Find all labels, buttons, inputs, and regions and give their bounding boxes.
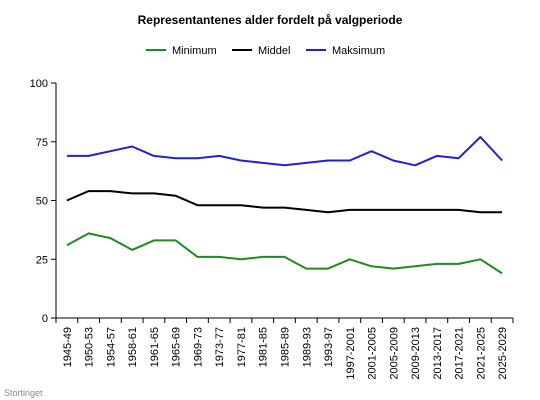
legend: Minimum Middel Maksimum: [146, 45, 385, 57]
x-tick-label: 1961-65: [149, 327, 161, 367]
x-tick-label: 1997-2001: [345, 327, 357, 380]
series-line-minimum: [66, 232, 503, 275]
series-line-middel: [66, 190, 503, 214]
series-line-maksimum: [66, 136, 503, 167]
legend-label: Maksimum: [332, 45, 385, 57]
x-tick-label: 1985-89: [280, 327, 292, 367]
source-label: Stortinget: [4, 388, 43, 398]
y-tick-label: 25: [36, 254, 48, 266]
x-tick-label: 1969-73: [192, 327, 204, 367]
x-tick-label: 2021-2025: [475, 327, 487, 380]
x-tick-label: 1950-53: [84, 327, 96, 367]
x-tick-label: 1977-81: [236, 327, 248, 367]
y-tick-label: 100: [30, 78, 48, 90]
x-tick-label: 1958-61: [127, 327, 139, 367]
axes: 0 25 50 75 100 1945-49 1950-53 1954-57 1958-61 19…: [30, 78, 514, 380]
series-layer: [66, 136, 503, 275]
x-tick-label: 1965-69: [171, 327, 183, 367]
y-tick-label: 0: [42, 313, 48, 325]
x-tick-label: 1973-77: [214, 327, 226, 367]
chart-title: Representantenes alder fordelt på valgpe…: [138, 13, 403, 27]
x-tick-label: 1993-97: [323, 327, 335, 367]
x-tick-label: 2001-2005: [367, 327, 379, 380]
x-tick-label: 1989-93: [301, 327, 313, 367]
x-tick-label: 2009-2013: [410, 327, 422, 380]
y-tick-label: 75: [36, 137, 48, 149]
x-tick-label: 1954-57: [105, 327, 117, 367]
x-tick-label: 2005-2009: [388, 327, 400, 380]
legend-label: Middel: [258, 45, 290, 57]
x-tick-label: 2025-2029: [497, 327, 509, 380]
x-tick-label: 1945-49: [62, 327, 74, 367]
y-tick-label: 50: [36, 196, 48, 208]
legend-label: Minimum: [172, 45, 217, 57]
x-tick-label: 1981-85: [258, 327, 270, 367]
x-tick-label: 2017-2021: [454, 327, 466, 380]
x-tick-label: 2013-2017: [432, 327, 444, 380]
